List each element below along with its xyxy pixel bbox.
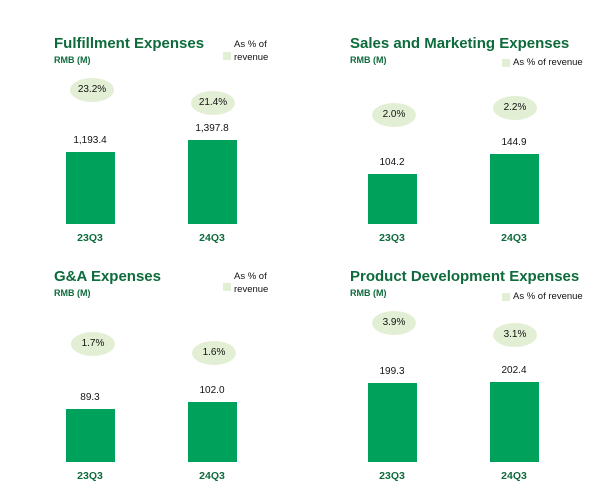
chart-ga-expenses: G&A Expenses RMB (M) As % of revenue 1.7… bbox=[0, 248, 306, 496]
category-label-24q3: 24Q3 bbox=[199, 470, 225, 482]
value-label-24q3: 144.9 bbox=[501, 137, 527, 148]
legend-line: revenue bbox=[234, 284, 269, 295]
category-label-24q3: 24Q3 bbox=[199, 232, 225, 244]
value-label-23q3: 104.2 bbox=[379, 157, 405, 168]
bar-24q3 bbox=[490, 154, 539, 224]
category-label-23q3: 23Q3 bbox=[379, 470, 405, 482]
category-label-24q3: 24Q3 bbox=[501, 232, 527, 244]
chart-title: G&A Expenses bbox=[54, 268, 161, 285]
bar-23q3 bbox=[368, 174, 417, 224]
pct-bubble-24q3: 1.6% bbox=[192, 341, 236, 365]
bar-23q3 bbox=[66, 409, 115, 462]
legend-label: As % of revenue bbox=[234, 38, 268, 64]
bar-24q3 bbox=[188, 402, 237, 462]
unit-label: RMB (M) bbox=[54, 288, 91, 298]
category-label-23q3: 23Q3 bbox=[379, 232, 405, 244]
legend-label: As % of revenue bbox=[234, 270, 268, 296]
pct-bubble-23q3: 3.9% bbox=[372, 311, 416, 335]
value-label-24q3: 202.4 bbox=[501, 365, 527, 376]
legend-line: As % of revenue bbox=[513, 291, 583, 302]
legend-swatch bbox=[223, 52, 231, 60]
pct-bubble-23q3: 1.7% bbox=[71, 332, 115, 356]
legend-swatch bbox=[502, 293, 510, 301]
chart-title: Sales and Marketing Expenses bbox=[350, 35, 570, 52]
chart-fulfillment-expenses: Fulfillment Expenses RMB (M) As % of rev… bbox=[0, 0, 306, 248]
pct-bubble-24q3: 3.1% bbox=[493, 323, 537, 347]
category-label-23q3: 23Q3 bbox=[77, 470, 103, 482]
value-label-23q3: 89.3 bbox=[80, 392, 100, 403]
chart-title: Product Development Expenses bbox=[350, 268, 580, 285]
value-label-23q3: 1,193.4 bbox=[73, 135, 107, 146]
legend-swatch bbox=[223, 283, 231, 291]
legend-swatch bbox=[502, 59, 510, 67]
legend-label: As % of revenue bbox=[513, 56, 583, 69]
category-label-24q3: 24Q3 bbox=[501, 470, 527, 482]
unit-label: RMB (M) bbox=[350, 288, 387, 298]
bar-24q3 bbox=[188, 140, 237, 224]
value-label-24q3: 102.0 bbox=[199, 385, 225, 396]
legend-line: As % of revenue bbox=[513, 57, 583, 68]
unit-label: RMB (M) bbox=[54, 55, 91, 65]
pct-bubble-24q3: 21.4% bbox=[191, 91, 235, 115]
legend-line: As % of bbox=[234, 271, 267, 282]
unit-label: RMB (M) bbox=[350, 55, 387, 65]
legend-line: As % of bbox=[234, 39, 267, 50]
legend-label: As % of revenue bbox=[513, 290, 583, 303]
pct-bubble-23q3: 2.0% bbox=[372, 103, 416, 127]
chart-title: Fulfillment Expenses bbox=[54, 35, 205, 52]
bar-23q3 bbox=[66, 152, 115, 224]
pct-bubble-24q3: 2.2% bbox=[493, 96, 537, 120]
value-label-24q3: 1,397.8 bbox=[195, 123, 229, 134]
pct-bubble-23q3: 23.2% bbox=[70, 78, 114, 102]
bar-24q3 bbox=[490, 382, 539, 462]
chart-sales-marketing-expenses: Sales and Marketing Expenses RMB (M) As … bbox=[306, 0, 612, 248]
legend-line: revenue bbox=[234, 52, 269, 63]
bar-23q3 bbox=[368, 383, 417, 462]
category-label-23q3: 23Q3 bbox=[77, 232, 103, 244]
chart-product-development-expenses: Product Development Expenses RMB (M) As … bbox=[306, 248, 612, 496]
value-label-23q3: 199.3 bbox=[379, 366, 405, 377]
